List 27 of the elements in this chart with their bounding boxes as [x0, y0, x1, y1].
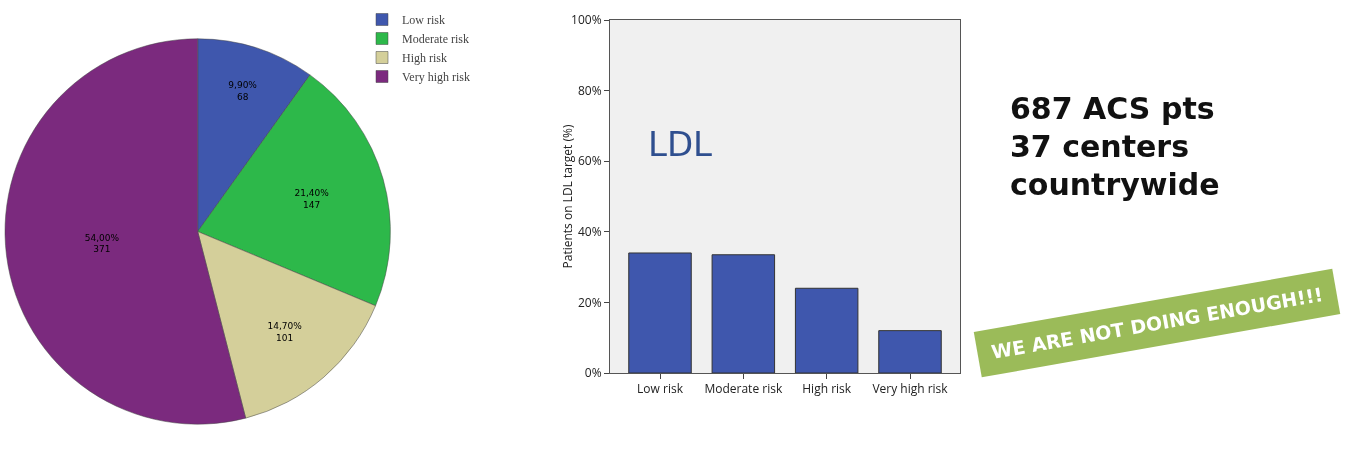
legend-label: Moderate risk — [402, 32, 469, 47]
annotation: LDL — [648, 124, 713, 164]
text: 687 ACS pts — [1010, 91, 1215, 126]
bar — [878, 330, 942, 373]
y-axis-title: Patients on LDL target (%) — [558, 124, 576, 269]
y-tick-label: 100% — [571, 11, 602, 29]
data-label: 21,40% 147 — [294, 188, 330, 210]
data-label: 14,70% 101 — [267, 321, 303, 344]
legend-label: High risk — [402, 51, 447, 66]
x-tick-label: High risk — [802, 380, 852, 398]
data-label: 54,00% 371 — [84, 232, 120, 255]
text: 37 centers — [1010, 129, 1190, 164]
bar — [711, 254, 776, 373]
y-tick-label: 0% — [584, 364, 602, 382]
y-tick-label: 40% — [577, 223, 602, 240]
x-tick-label: Low risk — [637, 380, 684, 398]
bar — [794, 287, 859, 373]
legend-label: Very high risk — [402, 70, 470, 85]
bar — [628, 252, 692, 373]
x-tick-label: Very high risk — [872, 380, 949, 398]
text: countrywide — [1010, 167, 1220, 202]
x-tick-label: Moderate risk — [704, 380, 783, 398]
legend-label: Low risk — [402, 13, 445, 28]
y-tick-label: 20% — [577, 293, 602, 311]
y-tick-label: 80% — [577, 81, 602, 99]
data-label: 9,90% 68 — [228, 80, 258, 102]
y-tick-label: 60% — [577, 152, 602, 170]
